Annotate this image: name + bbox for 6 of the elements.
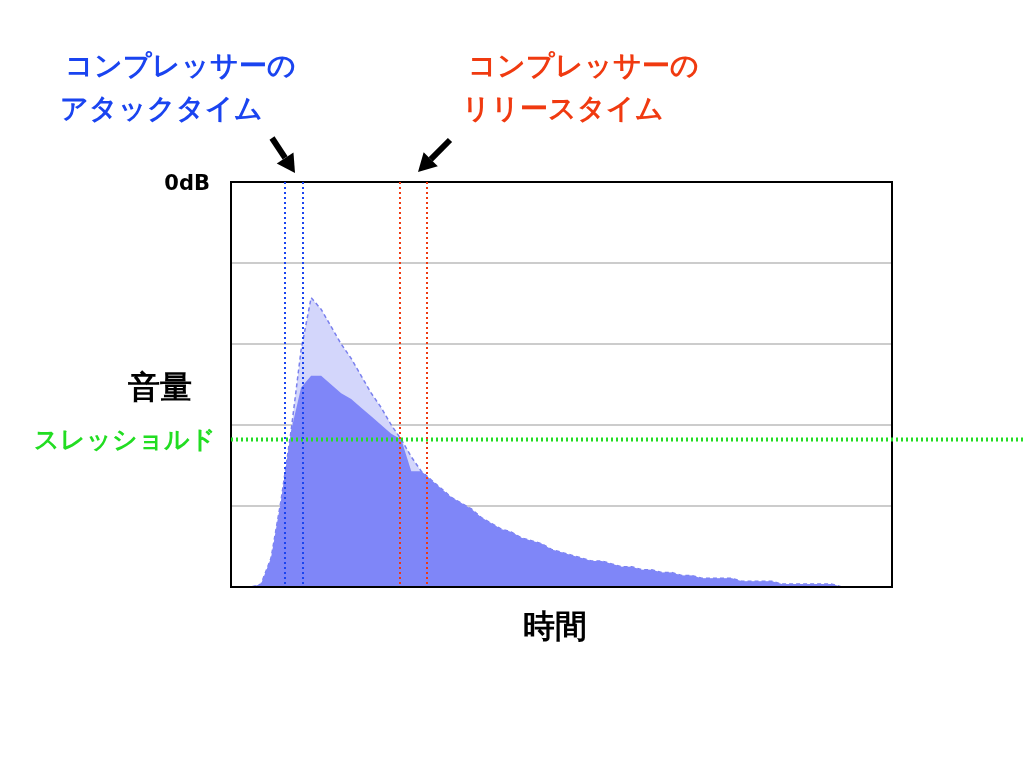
- text: 0dB: [164, 171, 210, 195]
- text: コンプレッサーのアタックタイム: [60, 49, 296, 125]
- ref-line-label: スレッショルド: [34, 425, 216, 455]
- y-axis-title: 音量: [128, 368, 192, 406]
- text: コンプレッサーのリリースタイム: [462, 49, 699, 125]
- x-axis-title: 時間: [523, 607, 587, 645]
